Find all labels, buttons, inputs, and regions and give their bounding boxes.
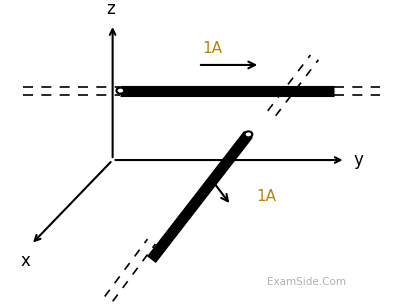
Text: ExamSide.Com: ExamSide.Com <box>267 277 346 287</box>
Text: x: x <box>20 252 30 270</box>
Text: 1A: 1A <box>202 41 222 56</box>
Text: 1A: 1A <box>256 189 276 204</box>
Text: y: y <box>353 151 363 169</box>
Text: z: z <box>106 0 115 18</box>
Circle shape <box>245 131 252 137</box>
Circle shape <box>116 87 124 94</box>
